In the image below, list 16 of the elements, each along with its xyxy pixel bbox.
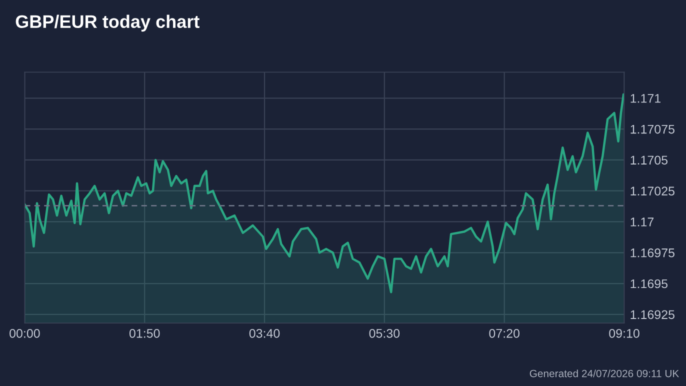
y-tick-label: 1.16975: [630, 248, 674, 258]
y-tick-label: 1.171: [630, 94, 660, 103]
text: Generated 24/07/2026 09:11 UK: [530, 370, 680, 378]
x-tick-label: 03:40: [249, 328, 280, 338]
y-tick-label: 1.17: [630, 218, 654, 226]
y-tick-label: 1.1705: [630, 156, 668, 165]
x-tick-label: 00:00: [10, 328, 40, 338]
y-tick-label: 1.1695: [630, 279, 668, 288]
y-tick-label: 1.16925: [630, 310, 674, 320]
y-tick-label: 1.17075: [630, 124, 674, 134]
x-tick-label: 09:10: [609, 328, 640, 338]
x-tick-label: 05:30: [369, 328, 400, 338]
chart-title: GBP/EUR today chart: [16, 14, 200, 32]
x-tick-label: 07:20: [489, 328, 520, 338]
y-tick-label: 1.17025: [630, 186, 674, 196]
x-tick-label: 01:50: [129, 328, 160, 338]
